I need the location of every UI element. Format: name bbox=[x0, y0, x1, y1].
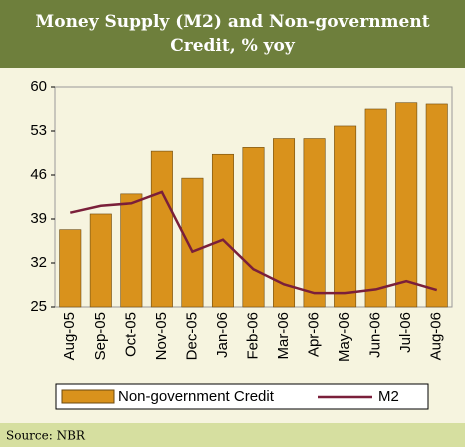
x-tick-label: Feb-06 bbox=[244, 312, 261, 360]
bar bbox=[211, 153, 234, 308]
bar bbox=[364, 108, 387, 308]
y-tick-label: 53 bbox=[30, 122, 47, 139]
bar bbox=[395, 102, 418, 308]
x-tick-label: Jun-06 bbox=[367, 312, 384, 358]
title-wrap: Money Supply (M2) and Non-government Cre… bbox=[35, 12, 430, 56]
x-tick-label: Mar-06 bbox=[275, 312, 292, 360]
x-tick-label: Jul-06 bbox=[397, 312, 414, 353]
legend-label: Non-government Credit bbox=[118, 388, 275, 405]
bar bbox=[181, 177, 204, 308]
x-tick-label: Dec-05 bbox=[183, 312, 200, 360]
x-tick-label: Apr-06 bbox=[306, 312, 323, 357]
chart-title: Money Supply (M2) and Non-government Cre… bbox=[35, 12, 430, 56]
x-tick-label: Oct-05 bbox=[122, 312, 139, 357]
bar bbox=[273, 138, 296, 308]
y-tick-label: 46 bbox=[30, 166, 47, 183]
legend-swatch bbox=[61, 389, 115, 404]
source-box bbox=[0, 423, 465, 447]
bar bbox=[425, 103, 448, 308]
bar bbox=[120, 193, 143, 308]
x-tick-label: Nov-05 bbox=[153, 312, 170, 360]
y-tick-label: 39 bbox=[30, 210, 47, 227]
bar bbox=[303, 138, 326, 308]
y-tick-label: 25 bbox=[30, 298, 47, 315]
bar bbox=[334, 125, 357, 308]
legend-label: M2 bbox=[378, 388, 399, 405]
x-tick-label: Jan-06 bbox=[214, 312, 231, 358]
bar bbox=[150, 150, 173, 308]
x-tick-label: May-06 bbox=[336, 312, 353, 362]
y-tick-label: 32 bbox=[30, 254, 47, 271]
source: Source: NBR bbox=[6, 429, 86, 443]
bar bbox=[89, 213, 112, 308]
x-tick-label: Sep-05 bbox=[92, 312, 109, 360]
x-tick-label: Aug-05 bbox=[61, 312, 78, 360]
x-tick-label: Aug-06 bbox=[428, 312, 445, 360]
line bbox=[69, 190, 438, 295]
y-tick-label: 60 bbox=[30, 78, 47, 95]
bar bbox=[59, 229, 82, 308]
title-box bbox=[0, 0, 465, 68]
bar bbox=[242, 147, 265, 308]
